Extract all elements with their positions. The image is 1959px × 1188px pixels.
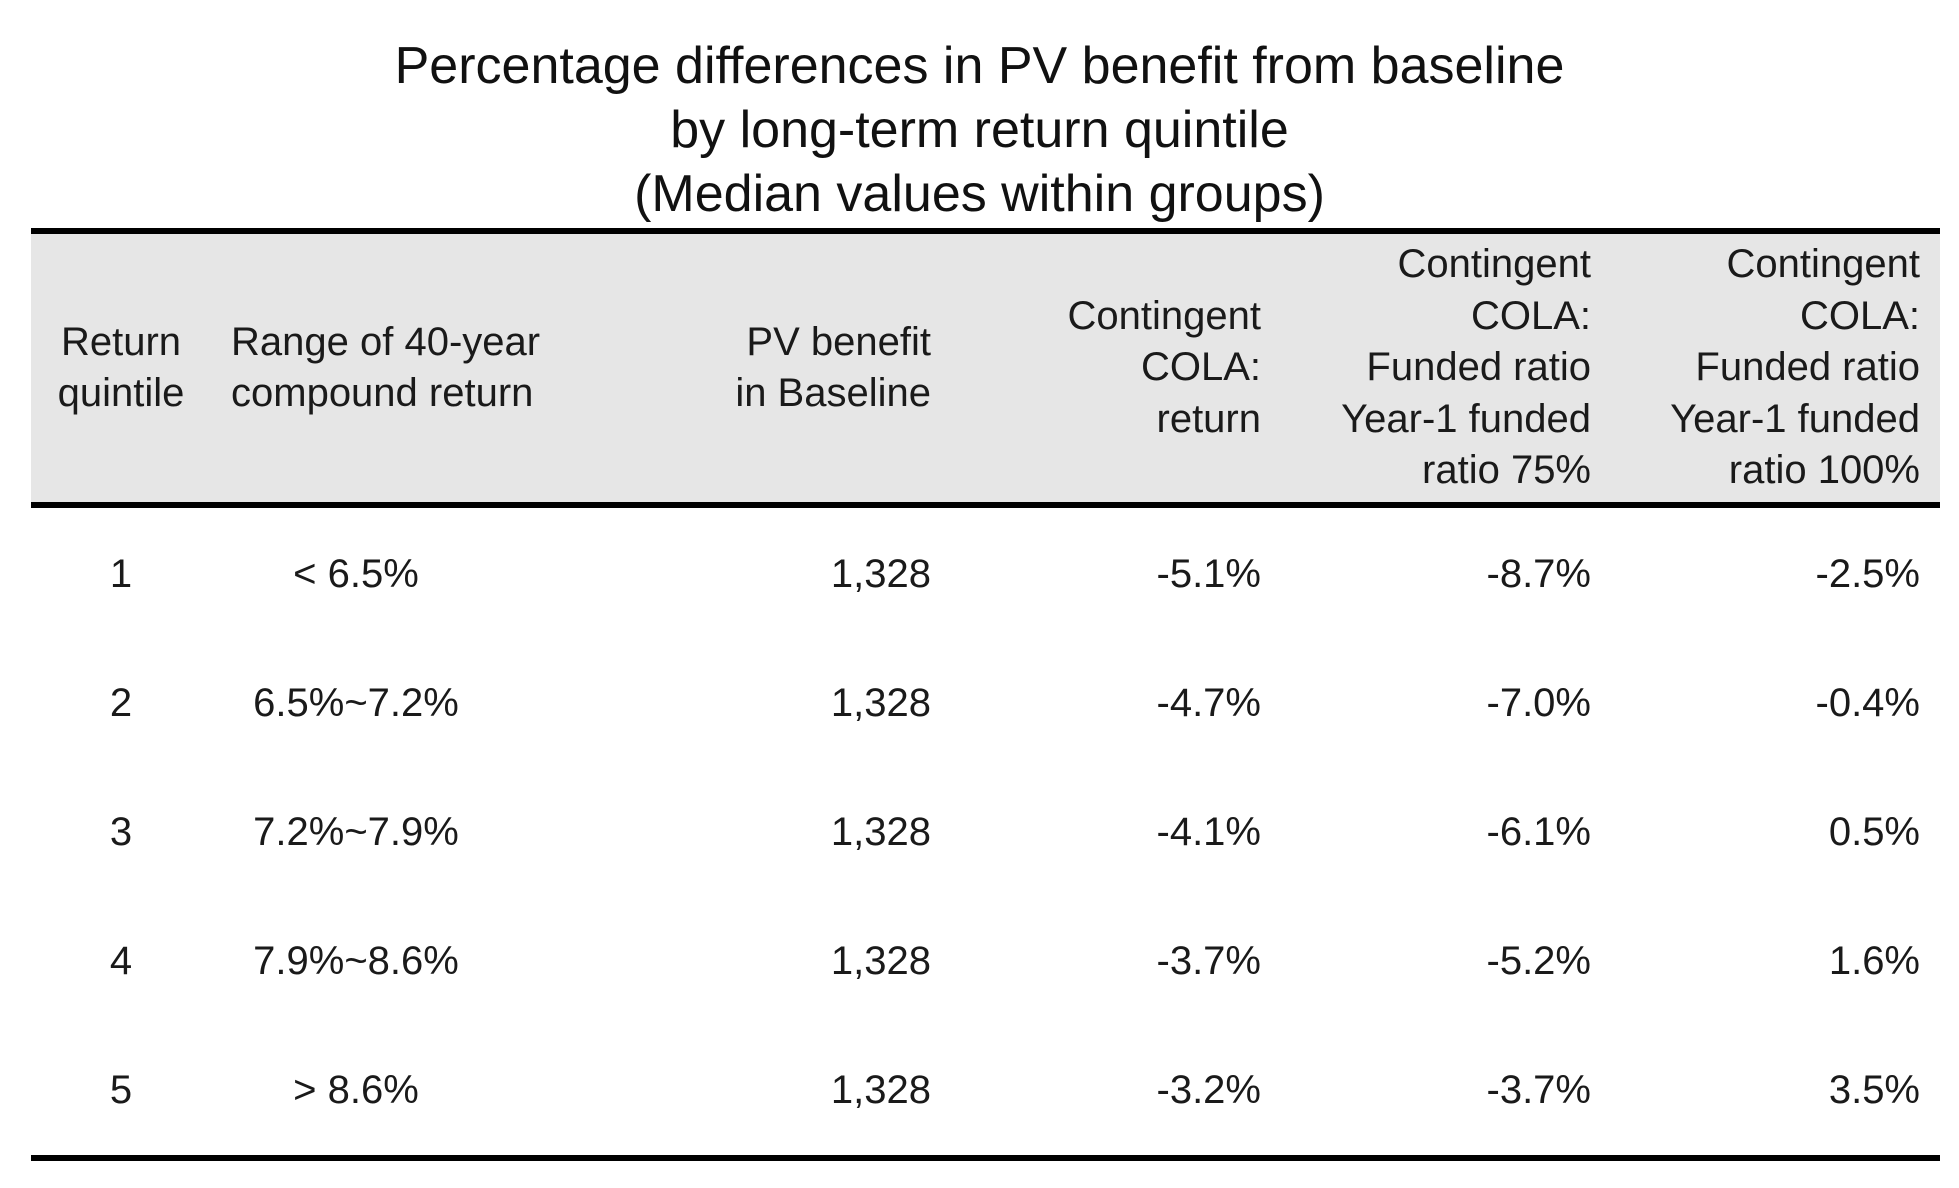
- cell-cola-75: -6.1%: [1486, 810, 1592, 854]
- cell-return-range: > 8.6%: [293, 1068, 419, 1112]
- header-line: compound return: [231, 371, 534, 415]
- cell-pv-benefit: 1,328: [830, 810, 931, 854]
- table-row: 2 6.5%~7.2% 1,328 -4.7% -7.0% -0.4%: [31, 639, 1940, 768]
- cell-return-range: 6.5%~7.2%: [253, 681, 459, 725]
- header-line: Funded ratio: [1366, 345, 1591, 390]
- title-line-1: Percentage differences in PV benefit fro…: [394, 37, 1565, 95]
- cell-cola-100: 0.5%: [1828, 810, 1920, 854]
- header-line: Year-1 funded: [1341, 396, 1591, 441]
- cell-pv-benefit: 1,328: [830, 1068, 931, 1112]
- header-line: COLA:: [1140, 345, 1261, 390]
- cell-cola-100: -0.4%: [1815, 681, 1921, 725]
- cell-quintile: 1: [109, 552, 133, 596]
- cell-cola-100: -2.5%: [1815, 552, 1921, 596]
- cell-cola-return: -3.7%: [1156, 939, 1262, 983]
- header-line: Contingent: [1726, 242, 1920, 287]
- header-line: Year-1 funded: [1670, 396, 1920, 441]
- cell-return-range: 7.9%~8.6%: [253, 939, 459, 983]
- header-contingent-cola-return: Contingent COLA: return: [951, 231, 1281, 505]
- header-line: Contingent: [1067, 293, 1261, 338]
- header-row: Return quintile Range of 40-year compoun…: [31, 231, 1940, 505]
- table-header: Return quintile Range of 40-year compoun…: [31, 231, 1940, 505]
- header-line: ratio 75%: [1422, 448, 1591, 493]
- cell-quintile: 3: [109, 810, 133, 854]
- header-return-range: Range of 40-year compound return: [211, 231, 541, 505]
- header-contingent-cola-100: Contingent COLA: Funded ratio Year-1 fun…: [1611, 231, 1940, 505]
- cell-quintile: 5: [109, 1068, 133, 1112]
- header-line: PV benefit: [746, 319, 931, 364]
- cell-cola-return: -5.1%: [1156, 552, 1262, 596]
- cell-cola-return: -4.7%: [1156, 681, 1262, 725]
- table-row: 1 < 6.5% 1,328 -5.1% -8.7% -2.5%: [31, 505, 1940, 639]
- cell-cola-100: 1.6%: [1828, 939, 1920, 983]
- cell-return-range: < 6.5%: [293, 552, 419, 596]
- cell-cola-return: -4.1%: [1156, 810, 1262, 854]
- header-line: COLA:: [1799, 293, 1920, 338]
- cell-cola-75: -5.2%: [1486, 939, 1592, 983]
- results-table: Return quintile Range of 40-year compoun…: [31, 228, 1940, 1161]
- table-title: Percentage differences in PV benefit fro…: [0, 34, 1959, 226]
- header-line: Return: [60, 319, 182, 364]
- cell-cola-return: -3.2%: [1156, 1068, 1262, 1112]
- header-line: ratio 100%: [1728, 448, 1920, 493]
- cell-quintile: 2: [109, 681, 133, 725]
- cell-pv-benefit: 1,328: [830, 552, 931, 596]
- header-line: return: [1156, 396, 1262, 441]
- cell-cola-75: -3.7%: [1486, 1068, 1592, 1112]
- cell-cola-100: 3.5%: [1828, 1068, 1920, 1112]
- header-line: in Baseline: [735, 371, 931, 415]
- header-contingent-cola-75: Contingent COLA: Funded ratio Year-1 fun…: [1281, 231, 1611, 505]
- cell-cola-75: -7.0%: [1486, 681, 1592, 725]
- table-container: Return quintile Range of 40-year compoun…: [31, 228, 1940, 1161]
- header-line: COLA:: [1470, 293, 1591, 338]
- header-pv-benefit: PV benefit in Baseline: [501, 231, 951, 505]
- title-line-2: by long-term return quintile: [670, 101, 1289, 159]
- cell-pv-benefit: 1,328: [830, 939, 931, 983]
- cell-pv-benefit: 1,328: [830, 681, 931, 725]
- cell-cola-75: -8.7%: [1486, 552, 1592, 596]
- title-line-3: (Median values within groups): [634, 165, 1325, 223]
- table-row: 3 7.2%~7.9% 1,328 -4.1% -6.1% 0.5%: [31, 768, 1940, 897]
- header-return-quintile: Return quintile: [31, 231, 211, 505]
- table-row: 4 7.9%~8.6% 1,328 -3.7% -5.2% 1.6%: [31, 897, 1940, 1026]
- header-line: quintile: [57, 371, 185, 415]
- cell-quintile: 4: [109, 939, 133, 983]
- cell-return-range: 7.2%~7.9%: [253, 810, 459, 854]
- header-line: Funded ratio: [1695, 345, 1920, 390]
- table-row: 5 > 8.6% 1,328 -3.2% -3.7% 3.5%: [31, 1026, 1940, 1158]
- table-body: 1 < 6.5% 1,328 -5.1% -8.7% -2.5% 2 6.5%~…: [31, 505, 1940, 1158]
- header-line: Range of 40-year: [231, 319, 541, 364]
- header-line: Contingent: [1397, 242, 1591, 287]
